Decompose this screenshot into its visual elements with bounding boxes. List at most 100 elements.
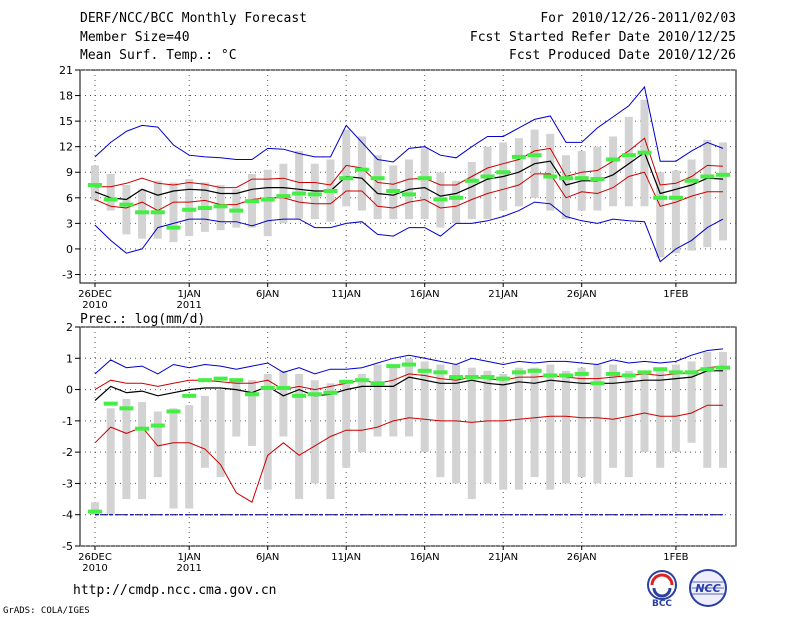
p1-series-min [94, 201, 724, 263]
produced-date: Fcst Produced Date 2010/12/26 [509, 48, 736, 63]
p1-member-marker [574, 176, 589, 181]
p1-member-marker [229, 208, 244, 213]
p1-member-marker [260, 197, 275, 202]
p1-member-marker [370, 176, 385, 181]
p1-member-marker [417, 176, 432, 181]
p2-member-marker [292, 393, 307, 398]
p2-ensemble-box [703, 352, 712, 468]
p1-member-marker [433, 197, 448, 202]
p2-ensemble-box [153, 411, 162, 478]
p2-ytick-label: -3 [62, 477, 73, 490]
p2-ensemble-box [609, 364, 618, 468]
p2-member-marker [559, 373, 573, 378]
p2-member-marker [464, 375, 479, 380]
p2-member-marker [182, 393, 197, 398]
p2-ytick-label: 2 [66, 321, 73, 334]
chart-title: DERF/NCC/BCC Monthly Forecast [80, 11, 307, 26]
p2-ensemble-box [248, 380, 256, 446]
p2-ensemble-box [719, 352, 727, 468]
p1-xtick-year: 2011 [176, 300, 201, 311]
p1-member-marker [449, 195, 464, 200]
p1-ytick-label: 6 [66, 192, 73, 205]
p1-ensemble-box [452, 180, 461, 224]
p2-ensemble-box [420, 361, 429, 453]
p2-member-marker [574, 371, 589, 376]
p1-xtick-label: 1FEB [663, 289, 688, 300]
panel2-label: Prec.: log(mm/d) [80, 312, 205, 327]
p1-member-marker [606, 157, 621, 162]
p1-series-max [94, 85, 724, 163]
p2-ensemble-box [514, 367, 523, 490]
p2-ensemble-box [483, 370, 492, 484]
p1-member-marker [276, 194, 291, 199]
p2-ensemble-box [185, 405, 194, 509]
p1-xtick-label: 11JAN [331, 289, 361, 300]
p2-ensemble-box [357, 373, 366, 453]
p1-ensemble-box [546, 133, 555, 211]
p1-ytick-label: 21 [59, 64, 73, 77]
p2-ensemble-box [310, 380, 319, 484]
p1-member-marker [590, 177, 605, 182]
p1-xtick-label: 16JAN [410, 289, 440, 300]
p2-series-mean [94, 370, 723, 401]
p2-member-marker [402, 362, 416, 367]
p2-member-marker [653, 367, 668, 372]
p2-ensemble-box [687, 361, 696, 443]
p2-member-marker [166, 409, 181, 414]
variable-label: Mean Surf. Temp.: °C [80, 48, 237, 63]
p2-ensemble-box [216, 389, 225, 478]
p1-ensemble-box [106, 173, 115, 211]
p1-ensemble-box [357, 136, 366, 211]
p2-member-marker [637, 370, 652, 375]
p2-member-marker [684, 370, 699, 375]
p1-ensemble-box [687, 159, 696, 251]
p1-member-marker [213, 204, 228, 209]
p1-member-marker [402, 192, 416, 197]
p2-member-marker [213, 376, 228, 381]
p1-ensemble-box [91, 165, 99, 201]
p2-member-marker [307, 392, 322, 397]
p1-ensemble-box [279, 163, 288, 224]
p1-ensemble-box [609, 136, 618, 207]
p2-xtick-label: 6JAN [256, 552, 279, 563]
p2-member-marker [260, 386, 275, 391]
p1-member-marker [307, 192, 322, 197]
p2-xtick-label: 1JAN [177, 552, 200, 563]
p2-ensemble-box [467, 367, 476, 500]
p1-member-marker [496, 170, 511, 175]
p2-ensemble-box [671, 364, 680, 453]
p1-ensemble-box [153, 180, 162, 239]
p2-member-marker [323, 390, 338, 395]
p2-member-marker [150, 423, 165, 428]
p1-member-marker [668, 195, 683, 200]
p1-ytick-label: 3 [66, 217, 73, 230]
p1-ensemble-box [483, 146, 492, 220]
svg-text:BCC: BCC [652, 599, 672, 608]
p1-ensemble-box [122, 185, 131, 235]
p2-member-marker [590, 381, 605, 386]
p2-member-marker [276, 386, 291, 391]
p1-member-marker [527, 153, 542, 158]
p1-member-marker [135, 210, 150, 215]
p1-ytick-label: 18 [59, 90, 73, 103]
p1-member-marker [354, 167, 369, 172]
p2-ensemble-box [279, 370, 288, 437]
p1-member-marker [684, 178, 699, 183]
footer-url[interactable]: http://cmdp.ncc.cma.gov.cn [73, 583, 277, 598]
p1-member-marker [339, 176, 354, 181]
p1-ytick-label: 15 [59, 115, 73, 128]
p1-member-marker [386, 188, 401, 193]
p1-member-marker [166, 225, 181, 230]
p1-xtick-label: 21JAN [488, 289, 518, 300]
p1-member-marker [292, 191, 307, 196]
p1-ytick-label: 0 [66, 243, 73, 256]
forecast-period: For 2010/12/26-2011/02/03 [540, 11, 736, 26]
p2-ensemble-box [452, 364, 461, 484]
p1-member-marker [621, 153, 636, 158]
p2-member-marker [511, 370, 526, 375]
p2-series-lower [94, 404, 723, 503]
p1-member-marker [182, 207, 197, 212]
p1-ensemble-box [169, 182, 178, 243]
p1-ensemble-box [232, 189, 241, 228]
